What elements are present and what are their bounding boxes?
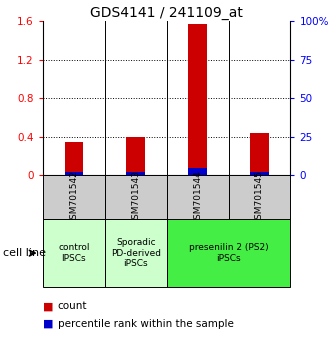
FancyBboxPatch shape	[167, 176, 228, 219]
FancyBboxPatch shape	[228, 176, 290, 219]
Text: GSM701543: GSM701543	[131, 170, 140, 225]
Text: ■: ■	[43, 319, 53, 329]
Bar	[250, 172, 269, 176]
Text: percentile rank within the sample: percentile rank within the sample	[58, 319, 234, 329]
Bar	[126, 172, 145, 176]
Text: GSM701542: GSM701542	[69, 170, 78, 225]
Text: GSM701545: GSM701545	[255, 170, 264, 225]
Text: Sporadic
PD-derived
iPSCs: Sporadic PD-derived iPSCs	[111, 238, 161, 268]
Text: ■: ■	[43, 301, 53, 311]
Bar	[65, 142, 83, 176]
Text: GSM701544: GSM701544	[193, 170, 202, 225]
FancyBboxPatch shape	[105, 176, 167, 219]
Bar	[65, 172, 83, 176]
Text: cell line: cell line	[3, 248, 46, 258]
Bar	[126, 137, 145, 176]
Text: control
IPSCs: control IPSCs	[58, 244, 89, 263]
Text: presenilin 2 (PS2)
iPSCs: presenilin 2 (PS2) iPSCs	[189, 244, 268, 263]
Text: count: count	[58, 301, 87, 311]
Bar	[188, 24, 207, 176]
Title: GDS4141 / 241109_at: GDS4141 / 241109_at	[90, 6, 243, 20]
Bar	[188, 168, 207, 176]
Bar	[250, 133, 269, 176]
FancyBboxPatch shape	[43, 176, 105, 219]
